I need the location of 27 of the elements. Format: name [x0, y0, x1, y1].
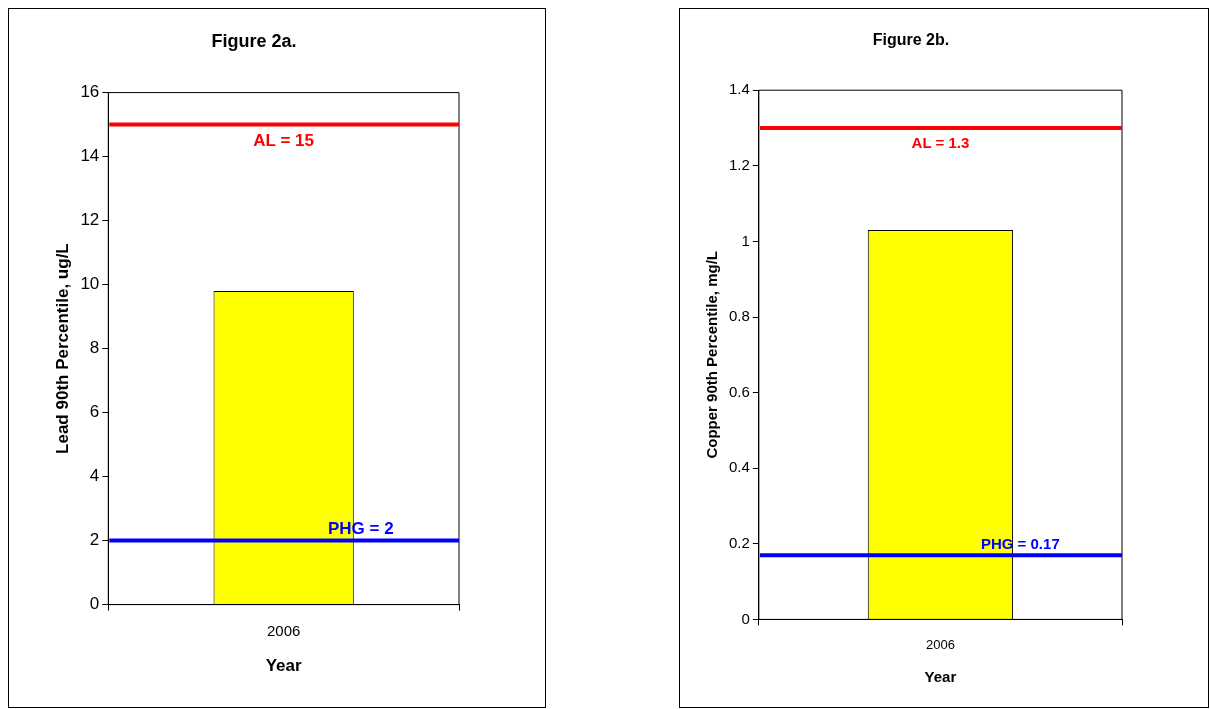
- chart-title: Figure 2a.: [211, 30, 297, 51]
- y-tick-label: 0.4: [728, 458, 750, 476]
- y-axis-title: Lead 90th Percentile, ug/L: [52, 243, 72, 454]
- y-tick-label: 0: [89, 594, 100, 614]
- ref-line-label: AL = 1.3: [911, 133, 970, 151]
- y-tick-label: 8: [89, 338, 100, 358]
- y-tick-label: 1.2: [728, 155, 750, 173]
- y-tick-label: 12: [80, 210, 100, 230]
- y-tick-label: 1: [741, 231, 750, 249]
- y-tick-label: 16: [80, 82, 100, 102]
- x-tick-label: 2006: [925, 636, 955, 652]
- y-tick-label: 4: [89, 466, 100, 486]
- x-axis-title: Year: [265, 656, 302, 676]
- y-tick-label: 10: [80, 274, 100, 294]
- y-tick-label: 0: [741, 609, 750, 627]
- y-tick-label: 2: [89, 530, 100, 550]
- y-tick-label: 0.8: [728, 307, 750, 325]
- x-axis-title: Year: [924, 668, 957, 686]
- chart-title: Figure 2b.: [872, 31, 950, 49]
- y-tick-label: 0.6: [728, 382, 750, 400]
- y-tick-label: 6: [89, 402, 100, 422]
- y-tick-label: 1.4: [728, 80, 750, 98]
- ref-line-label: AL = 15: [253, 130, 314, 150]
- y-axis-title: Copper 90th Percentile, mg/L: [703, 251, 721, 459]
- y-tick-label: 14: [80, 146, 100, 166]
- y-tick-label: 0.2: [728, 533, 750, 551]
- x-tick-label: 2006: [266, 621, 301, 639]
